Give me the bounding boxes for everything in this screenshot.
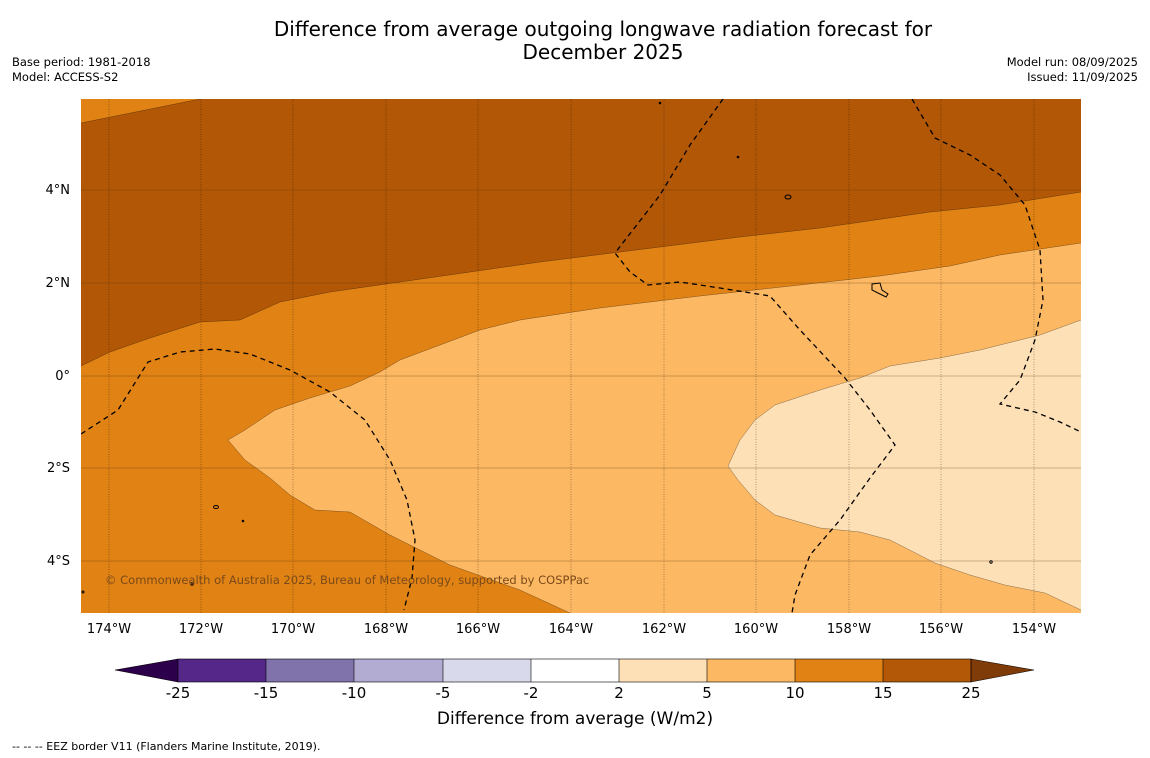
lat-label-0: 0° — [55, 369, 70, 384]
colorbar-extend-high — [970, 658, 1035, 683]
lon-label-164w: 164°W — [548, 622, 594, 637]
colorbar-seg-3 — [354, 659, 443, 682]
colorbar-seg-5 — [531, 659, 619, 682]
colorbar-tick-label: 25 — [961, 684, 981, 702]
colorbar-seg-1 — [178, 659, 266, 682]
lat-label-4s: 4°S — [46, 554, 70, 569]
eez-footnote: -- -- -- EEZ border V11 (Flanders Marine… — [12, 740, 321, 753]
contour-lines — [81, 99, 1081, 613]
colorbar-seg-9 — [883, 659, 971, 682]
colorbar-tick-label: -5 — [435, 684, 451, 702]
lon-label-174w: 174°W — [86, 622, 132, 637]
map-area — [81, 99, 1081, 613]
colorbar-title: Difference from average (W/m2) — [436, 709, 714, 729]
islands — [81, 101, 993, 594]
lat-label-4n: 4°N — [45, 183, 71, 198]
colorbar-tick-label: -10 — [341, 684, 367, 702]
band-2-5 — [728, 320, 1081, 610]
model-text: Model: ACCESS-S2 — [12, 70, 119, 84]
lon-label-170w: 170°W — [270, 622, 316, 637]
colorbar-tick-label: 5 — [702, 684, 712, 702]
colorbar-tick-label: 15 — [873, 684, 893, 702]
parallel-grid — [81, 189, 1081, 562]
lon-label-168w: 168°W — [363, 622, 409, 637]
colorbar-tick-label: -25 — [165, 684, 191, 702]
colorbar-seg-2 — [266, 659, 354, 682]
copyright-text: © Commonwealth of Australia 2025, Bureau… — [105, 573, 590, 587]
colorbar-extend-low — [114, 658, 179, 683]
lon-label-154w: 154°W — [1011, 622, 1057, 637]
meta-right: Model run: 08/09/2025 Issued: 11/09/2025 — [1007, 55, 1138, 85]
colorbar-tick-label: 2 — [614, 684, 624, 702]
meta-left: Base period: 1981-2018 Model: ACCESS-S2 — [12, 55, 151, 85]
colorbar-seg-6 — [619, 659, 707, 682]
colorbar-tick-label: -2 — [523, 684, 539, 702]
colorbar-seg-8 — [795, 659, 883, 682]
lat-label-2s: 2°S — [46, 461, 70, 476]
lat-label-2n: 2°N — [45, 276, 71, 291]
lon-label-172w: 172°W — [178, 622, 224, 637]
colorbar-seg-4 — [443, 659, 531, 682]
base-period-text: Base period: 1981-2018 — [12, 55, 151, 69]
lon-label-160w: 160°W — [733, 622, 779, 637]
colorbar-seg-7 — [707, 659, 795, 682]
page-title: Difference from average outgoing longwav… — [273, 17, 933, 64]
eez-border-lines — [81, 99, 1081, 613]
colorbar-tick-label: -15 — [253, 684, 279, 702]
lon-label-166w: 166°W — [455, 622, 501, 637]
colorbar — [114, 658, 1035, 683]
meridian-grid — [108, 99, 1035, 613]
lon-label-162w: 162°W — [641, 622, 687, 637]
colorbar-tick-label: 10 — [785, 684, 805, 702]
model-run-text: Model run: 08/09/2025 — [1006, 55, 1138, 69]
lon-label-156w: 156°W — [918, 622, 964, 637]
band-15-25 — [81, 99, 1081, 366]
lon-label-158w: 158°W — [826, 622, 872, 637]
issued-text: Issued: 11/09/2025 — [1027, 70, 1138, 84]
